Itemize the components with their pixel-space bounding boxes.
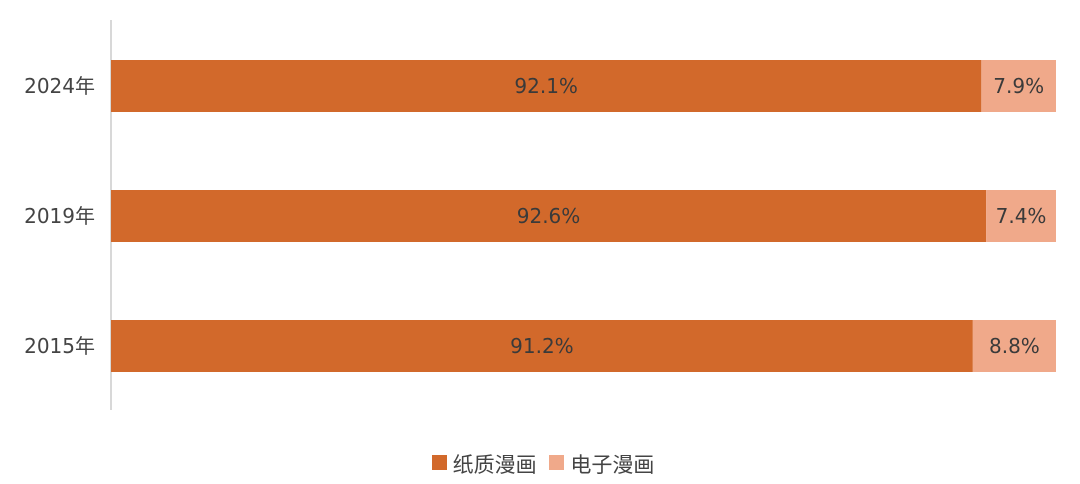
legend-label-print: 纸质漫画 — [452, 453, 537, 477]
bar-segment — [981, 60, 1056, 112]
bar-segment — [111, 60, 982, 112]
bar-segment — [972, 320, 1056, 372]
data-label: 8.8% — [989, 334, 1040, 358]
y-tick-label: 2019年 — [24, 204, 95, 228]
legend-label-digital: 电子漫画 — [570, 453, 655, 477]
legend-swatch-digital — [549, 454, 565, 470]
bar-segment — [111, 190, 987, 242]
data-label: 92.6% — [517, 204, 581, 228]
bar-segment — [111, 320, 973, 372]
data-label: 7.4% — [996, 204, 1047, 228]
y-tick-label: 2024年 — [24, 74, 95, 98]
data-label: 91.2% — [510, 334, 574, 358]
bar-segment — [986, 190, 1056, 242]
data-label: 7.9% — [993, 74, 1044, 98]
y-tick-label: 2015年 — [24, 334, 95, 358]
data-label: 92.1% — [514, 74, 578, 98]
legend-swatch-print — [431, 454, 447, 470]
legend: 纸质漫画 电子漫画 — [0, 449, 1080, 479]
